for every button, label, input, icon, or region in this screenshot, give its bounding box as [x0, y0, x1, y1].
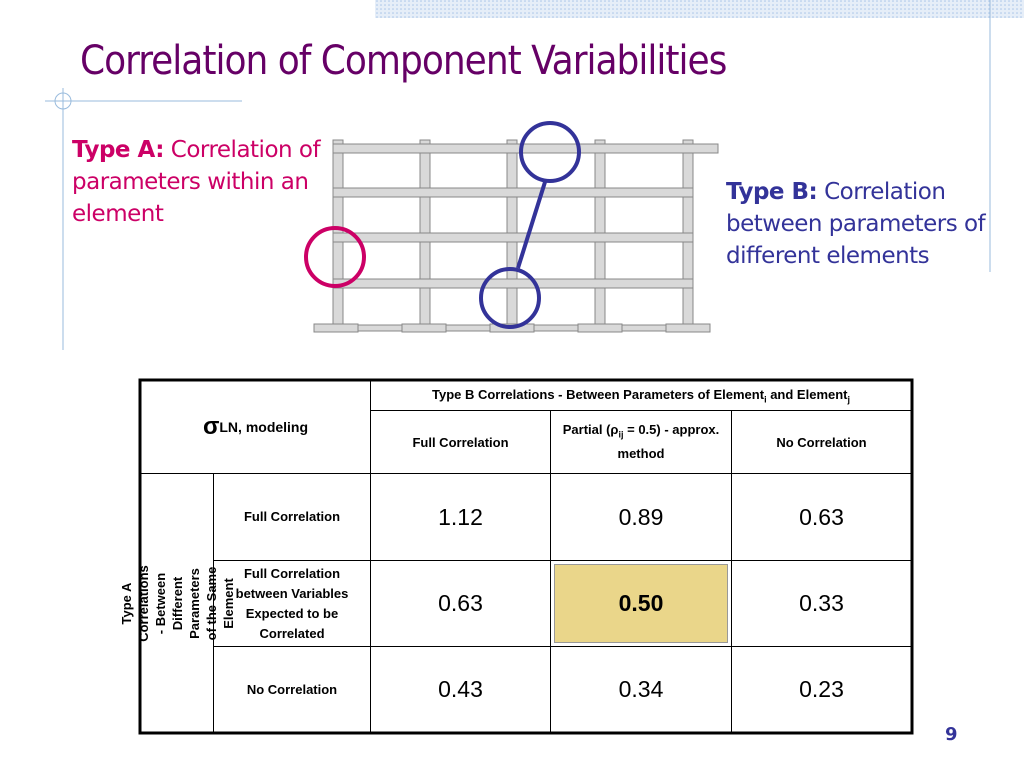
column-group: Type B Correlations - Between Parameters… — [370, 380, 912, 411]
cell-value: 0.33 — [731, 560, 912, 647]
sub: i — [764, 394, 767, 405]
sub: ij — [618, 429, 624, 440]
cell-value: 0.63 — [731, 473, 912, 561]
cell-value: 0.50 — [550, 560, 732, 647]
column-header: Full Correlation — [370, 410, 551, 474]
row-label: No Correlation — [213, 646, 371, 733]
row-group: Type A Correlations - Between Different … — [119, 473, 236, 733]
sub: j — [847, 394, 851, 405]
type-a-note: Type A: Correlation of parameters within… — [72, 134, 332, 230]
symbol: σ — [202, 413, 220, 440]
text: Partial (ρ — [562, 421, 619, 437]
corner: σ LN, modeling — [140, 380, 371, 474]
cell-value: 0.43 — [370, 646, 551, 733]
text: = 0.5) - approx. method — [617, 421, 720, 462]
column-header: Partial (ρij = 0.5) - approx. method — [550, 410, 732, 474]
page-number: 9 — [945, 724, 958, 745]
cell-value: 0.89 — [550, 473, 732, 561]
text: and Element — [770, 386, 848, 402]
cell-value: 0.23 — [731, 646, 912, 733]
slide-title: Correlation of Component Variabilities — [80, 38, 727, 84]
subscript: LN, modeling — [219, 419, 309, 435]
text: Type B Correlations - Between Parameters… — [431, 386, 765, 402]
cell-value: 0.34 — [550, 646, 732, 733]
text: Correlation of parameters within an elem… — [72, 137, 321, 227]
label: Type B: — [726, 179, 818, 205]
type-b-note: Type B: Correlation between parameters o… — [726, 176, 996, 272]
cell-value: 0.63 — [370, 560, 551, 647]
label: Type A: — [72, 137, 164, 163]
row-label: Full Correlation between Variables Expec… — [213, 560, 371, 647]
column-header: No Correlation — [731, 410, 912, 474]
text: Correlation between parameters of differ… — [726, 179, 986, 269]
row-label: Full Correlation — [213, 473, 371, 561]
cell-value: 1.12 — [370, 473, 551, 561]
